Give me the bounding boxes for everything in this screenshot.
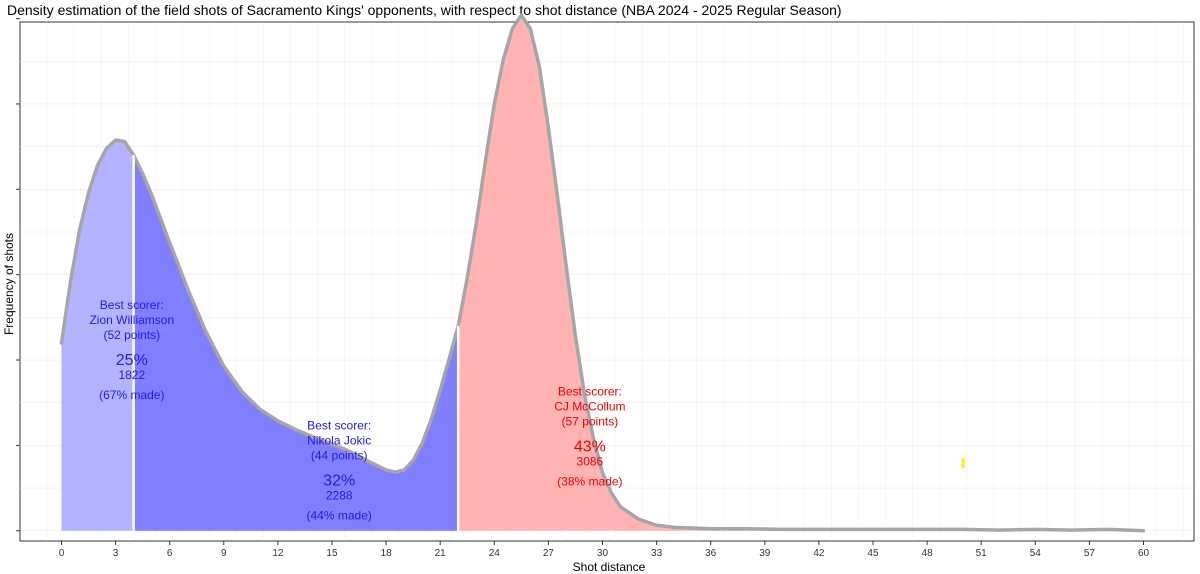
region-percent: 32% (323, 473, 355, 490)
x-tick-label: 57 (1084, 548, 1096, 559)
region-percent: 25% (116, 352, 148, 369)
region-made: (67% made) (99, 388, 164, 402)
x-tick-label: 54 (1030, 548, 1042, 559)
x-tick-label: 51 (976, 548, 988, 559)
x-tick-label: 0 (59, 548, 65, 559)
x-tick-label: 48 (922, 548, 934, 559)
scorer-points: (57 points) (562, 415, 619, 429)
region-count: 3086 (577, 455, 604, 469)
scorer-label: Best scorer: (307, 419, 371, 433)
density-region-3 (458, 15, 1144, 531)
scorer-label: Best scorer: (100, 298, 164, 312)
x-tick-label: 3 (113, 548, 119, 559)
scorer-points: (44 points) (311, 449, 368, 463)
x-tick-label: 60 (1138, 548, 1150, 559)
x-axis: 0 3 6 9 12 15 18 21 24 27 30 33 36 39 42 45 48 51 54 57 60 (59, 541, 1150, 559)
chart-title: Density estimation of the field shots of… (7, 2, 842, 18)
region-made: (44% made) (307, 509, 372, 523)
scorer-points: (52 points) (103, 328, 160, 342)
x-tick-label: 30 (597, 548, 609, 559)
scorer-name: Zion Williamson (89, 313, 174, 327)
yellow-marker (961, 458, 965, 469)
x-tick-label: 24 (489, 548, 501, 559)
region-made: (38% made) (557, 475, 622, 489)
x-tick-label: 36 (705, 548, 717, 559)
x-tick-label: 12 (272, 548, 284, 559)
region-boundaries (132, 155, 965, 531)
x-tick-label: 39 (759, 548, 771, 559)
x-tick-label: 15 (326, 548, 338, 559)
y-axis-title: Frequency of shots (2, 233, 16, 335)
x-tick-label: 33 (651, 548, 663, 559)
density-region-2 (133, 155, 459, 531)
x-tick-label: 9 (221, 548, 227, 559)
x-tick-label: 18 (381, 548, 393, 559)
x-tick-label: 21 (435, 548, 447, 559)
y-axis (16, 18, 20, 532)
scorer-name: Nikola Jokic (307, 434, 371, 448)
region-count: 1822 (118, 368, 145, 382)
scorer-name: CJ McCollum (554, 400, 625, 414)
region-percent: 43% (574, 439, 606, 456)
x-tick-label: 42 (813, 548, 825, 559)
x-tick-label: 45 (867, 548, 879, 559)
scorer-label: Best scorer: (558, 385, 622, 399)
x-tick-label: 27 (543, 548, 555, 559)
region-count: 2288 (326, 489, 353, 503)
density-curve-line (59, 13, 1146, 533)
density-curve (59, 13, 1146, 533)
x-axis-title: Shot distance (573, 560, 646, 574)
x-tick-label: 6 (167, 548, 173, 559)
region-annotations: Best scorer:Zion Williamson(52 points)25… (89, 298, 625, 523)
